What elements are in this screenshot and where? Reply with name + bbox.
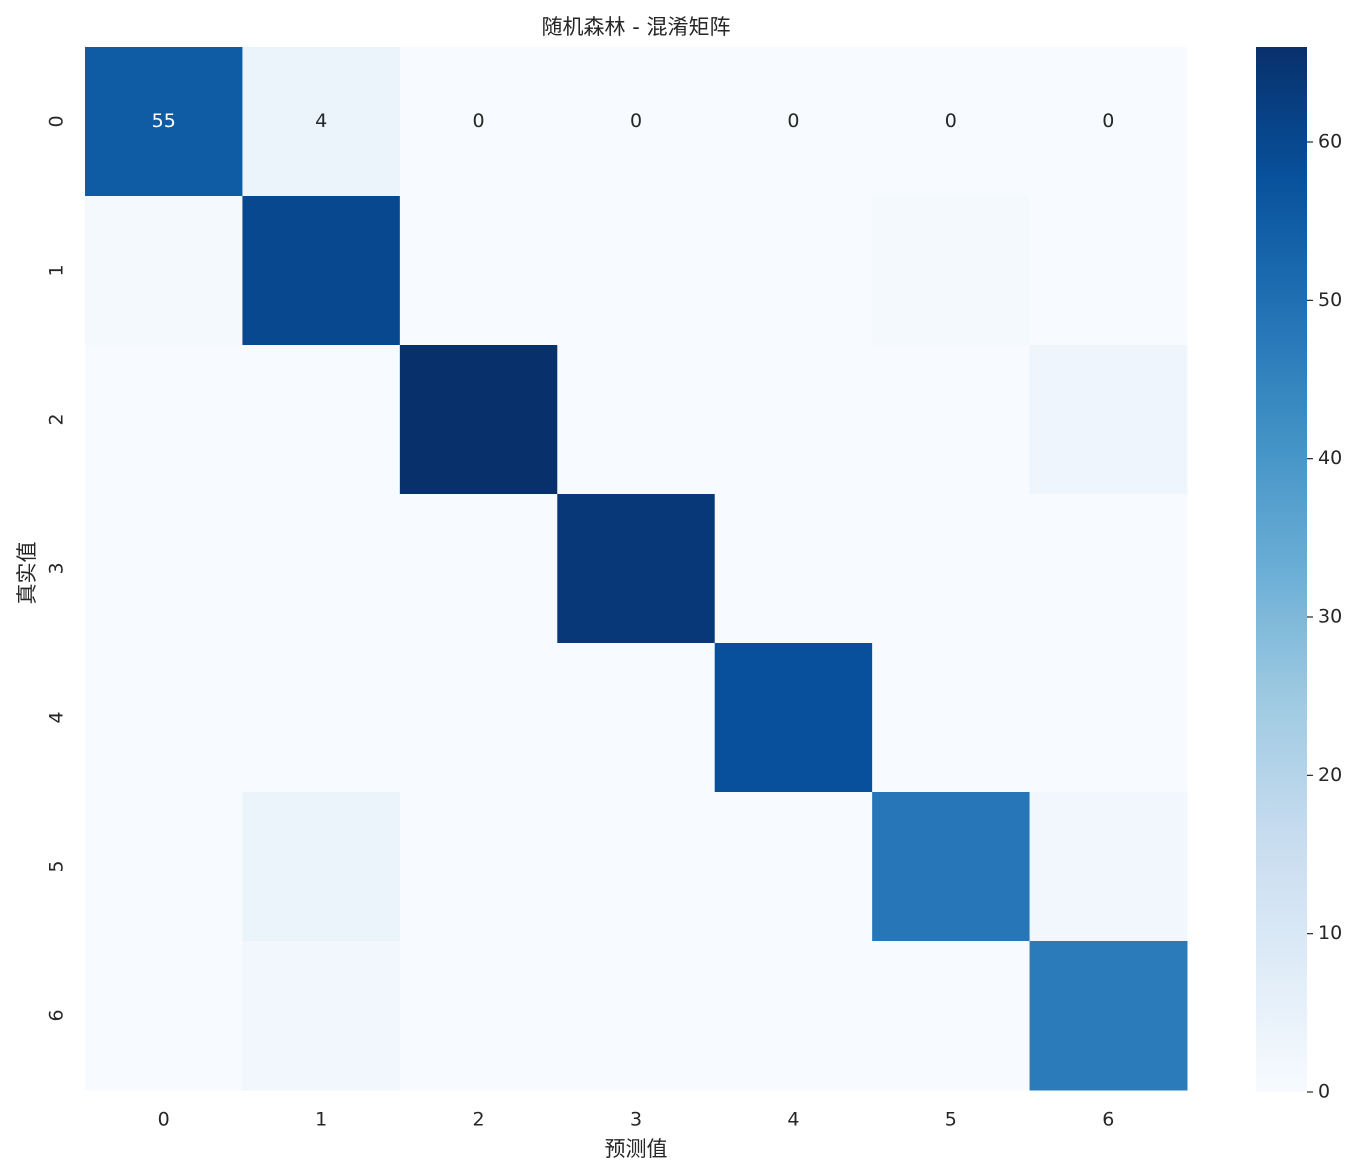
heatmap-cell <box>399 47 558 197</box>
cell-label: 0 <box>630 110 642 132</box>
x-tick-label: 4 <box>787 1109 799 1131</box>
heatmap-cell <box>1029 196 1188 346</box>
heatmap-cell <box>85 196 243 346</box>
heatmap-cell <box>85 345 243 495</box>
colorbar-tick-label: 50 <box>1318 289 1342 311</box>
y-tick-label: 6 <box>46 1009 68 1021</box>
heatmap-cell <box>872 345 1031 495</box>
y-tick-label: 5 <box>46 860 68 872</box>
heatmap-cell <box>557 941 716 1091</box>
heatmap-cell <box>242 643 401 793</box>
x-tick-label: 1 <box>315 1109 327 1131</box>
cell-label: 0 <box>473 110 485 132</box>
heatmap-cell <box>1029 941 1188 1091</box>
heatmap-cell <box>872 643 1031 793</box>
colorbar-tick-label: 40 <box>1318 447 1342 469</box>
cell-label: 4 <box>315 110 327 132</box>
heatmap-cell <box>399 792 558 942</box>
colorbar-tick-label: 10 <box>1318 922 1342 944</box>
heatmap-cell <box>399 643 558 793</box>
heatmap-cell <box>872 47 1031 197</box>
heatmap-cell <box>85 643 243 793</box>
colorbar-tick-label: 30 <box>1318 606 1342 628</box>
heatmap-cell <box>242 792 401 942</box>
heatmap-cell <box>85 47 243 197</box>
heatmap-cell <box>1029 643 1188 793</box>
heatmap-cell <box>557 345 716 495</box>
x-tick-label: 6 <box>1102 1109 1114 1131</box>
colorbar-tick-label: 0 <box>1318 1081 1330 1103</box>
x-tick-label: 3 <box>630 1109 642 1131</box>
heatmap-cell <box>242 47 401 197</box>
cell-label: 0 <box>787 110 799 132</box>
y-tick-label: 2 <box>46 413 68 425</box>
cell-label: 55 <box>152 110 176 132</box>
heatmap-cell <box>714 47 873 197</box>
heatmap-cell <box>557 47 716 197</box>
heatmap-cell <box>872 196 1031 346</box>
heatmap-cell <box>242 196 401 346</box>
heatmap-cell <box>714 643 873 793</box>
heatmap-cell <box>714 494 873 644</box>
heatmap-cell <box>399 494 558 644</box>
heatmap-cell <box>85 792 243 942</box>
y-tick-label: 3 <box>46 562 68 574</box>
heatmap-cell <box>714 196 873 346</box>
x-axis-label: 预测值 <box>605 1137 668 1161</box>
heatmap-cell <box>872 792 1031 942</box>
y-axis-label: 真实值 <box>15 542 39 605</box>
heatmap-cell <box>85 941 243 1091</box>
y-tick-label: 4 <box>46 711 68 723</box>
heatmap-cell <box>557 196 716 346</box>
cell-label: 0 <box>945 110 957 132</box>
heatmap-cell <box>872 494 1031 644</box>
colorbar-tick-label: 60 <box>1318 131 1342 153</box>
heatmap-cell <box>557 792 716 942</box>
cell-label: 0 <box>1102 110 1114 132</box>
x-tick-label: 5 <box>945 1109 957 1131</box>
heatmap-cell <box>399 196 558 346</box>
heatmap-cell <box>872 941 1031 1091</box>
x-tick-label: 0 <box>158 1109 170 1131</box>
heatmap-cell <box>1029 345 1188 495</box>
heatmap-cell <box>714 792 873 942</box>
y-tick-label: 0 <box>46 115 68 127</box>
colorbar-tick-label: 20 <box>1318 764 1342 786</box>
heatmap-cell <box>714 345 873 495</box>
heatmap-cell <box>557 494 716 644</box>
heatmap-cell <box>399 345 558 495</box>
x-tick-label: 2 <box>473 1109 485 1131</box>
heatmap-cell <box>399 941 558 1091</box>
heatmap-cell <box>242 494 401 644</box>
y-tick-label: 1 <box>46 264 68 276</box>
chart-title: 随机森林 - 混淆矩阵 <box>542 15 731 39</box>
heatmap-cell <box>1029 494 1188 644</box>
colorbar <box>1256 47 1307 1092</box>
heatmap-cell <box>85 494 243 644</box>
heatmap-cell <box>242 941 401 1091</box>
heatmap-cell <box>557 643 716 793</box>
heatmap-cell <box>242 345 401 495</box>
heatmap-cell <box>714 941 873 1091</box>
heatmap-cell <box>1029 47 1188 197</box>
heatmap-cell <box>1029 792 1188 942</box>
